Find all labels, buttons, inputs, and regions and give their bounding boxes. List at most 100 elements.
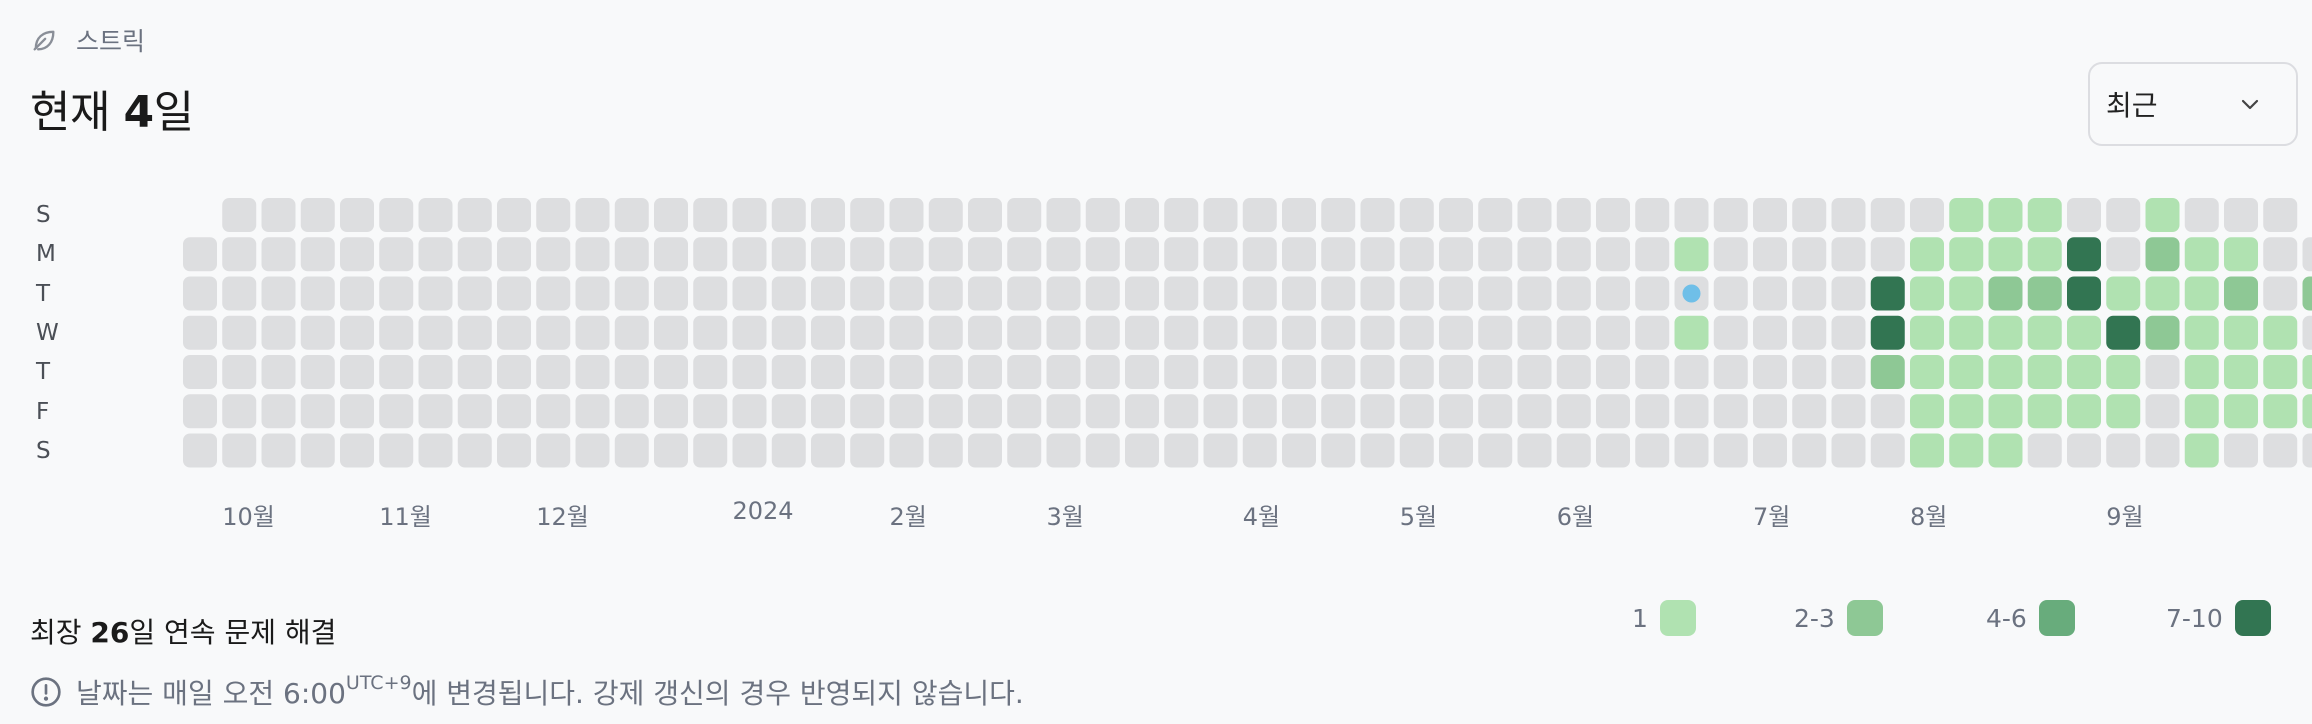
streak-cell[interactable] bbox=[1674, 276, 1709, 311]
streak-cell[interactable] bbox=[732, 433, 767, 468]
streak-cell[interactable] bbox=[850, 315, 885, 350]
streak-cell[interactable] bbox=[1596, 237, 1630, 272]
streak-cell[interactable] bbox=[1046, 433, 1081, 468]
streak-cell[interactable] bbox=[1870, 355, 1905, 389]
streak-cell[interactable] bbox=[1203, 198, 1238, 232]
streak-cell[interactable] bbox=[261, 237, 296, 272]
streak-cell[interactable] bbox=[732, 315, 767, 350]
streak-cell[interactable] bbox=[1753, 276, 1787, 311]
streak-cell[interactable] bbox=[968, 276, 1002, 311]
streak-cell[interactable] bbox=[1949, 315, 1984, 350]
streak-cell[interactable] bbox=[2027, 237, 2062, 272]
streak-cell[interactable] bbox=[1870, 433, 1905, 468]
streak-cell[interactable] bbox=[575, 355, 610, 389]
streak-cell[interactable] bbox=[1831, 315, 1866, 350]
streak-cell[interactable] bbox=[2302, 315, 2312, 350]
streak-cell[interactable] bbox=[1125, 237, 1159, 272]
streak-cell[interactable] bbox=[1085, 355, 1120, 389]
streak-cell[interactable] bbox=[183, 315, 217, 350]
streak-cell[interactable] bbox=[1949, 237, 1984, 272]
streak-cell[interactable] bbox=[928, 198, 963, 232]
streak-cell[interactable] bbox=[811, 394, 845, 429]
streak-cell[interactable] bbox=[1635, 315, 1670, 350]
streak-cell[interactable] bbox=[1164, 276, 1199, 311]
streak-cell[interactable] bbox=[536, 355, 571, 389]
streak-cell[interactable] bbox=[2067, 315, 2101, 350]
streak-cell[interactable] bbox=[418, 315, 453, 350]
streak-cell[interactable] bbox=[1949, 433, 1984, 468]
streak-cell[interactable] bbox=[1635, 433, 1670, 468]
streak-cell[interactable] bbox=[889, 394, 924, 429]
streak-cell[interactable] bbox=[1988, 394, 2023, 429]
streak-cell[interactable] bbox=[183, 433, 217, 468]
streak-cell[interactable] bbox=[1399, 315, 1434, 350]
streak-cell[interactable] bbox=[1753, 237, 1787, 272]
streak-cell[interactable] bbox=[1556, 237, 1591, 272]
streak-cell[interactable] bbox=[1164, 315, 1199, 350]
streak-cell[interactable] bbox=[693, 315, 728, 350]
streak-cell[interactable] bbox=[261, 276, 296, 311]
streak-cell[interactable] bbox=[1360, 355, 1395, 389]
streak-cell[interactable] bbox=[732, 276, 767, 311]
streak-cell[interactable] bbox=[2067, 237, 2101, 272]
streak-cell[interactable] bbox=[1125, 433, 1159, 468]
streak-cell[interactable] bbox=[1517, 315, 1552, 350]
streak-cell[interactable] bbox=[1792, 276, 1827, 311]
streak-cell[interactable] bbox=[2106, 237, 2141, 272]
streak-cell[interactable] bbox=[850, 237, 885, 272]
streak-cell[interactable] bbox=[379, 394, 414, 429]
streak-cell[interactable] bbox=[1596, 394, 1630, 429]
streak-cell[interactable] bbox=[771, 355, 806, 389]
streak-cell[interactable] bbox=[811, 276, 845, 311]
streak-cell[interactable] bbox=[1556, 394, 1591, 429]
streak-cell[interactable] bbox=[2224, 198, 2258, 232]
streak-cell[interactable] bbox=[1556, 315, 1591, 350]
streak-cell[interactable] bbox=[1360, 276, 1395, 311]
streak-cell[interactable] bbox=[654, 394, 688, 429]
streak-cell[interactable] bbox=[1753, 433, 1787, 468]
streak-cell[interactable] bbox=[968, 433, 1002, 468]
streak-cell[interactable] bbox=[1439, 394, 1473, 429]
streak-cell[interactable] bbox=[536, 315, 571, 350]
streak-cell[interactable] bbox=[1203, 237, 1238, 272]
streak-cell[interactable] bbox=[1870, 394, 1905, 429]
streak-cell[interactable] bbox=[2067, 433, 2101, 468]
streak-cell[interactable] bbox=[340, 355, 374, 389]
streak-cell[interactable] bbox=[1439, 237, 1473, 272]
streak-cell[interactable] bbox=[1439, 276, 1473, 311]
streak-cell[interactable] bbox=[2145, 315, 2180, 350]
streak-cell[interactable] bbox=[1831, 355, 1866, 389]
streak-cell[interactable] bbox=[1085, 276, 1120, 311]
streak-cell[interactable] bbox=[1125, 198, 1159, 232]
streak-cell[interactable] bbox=[300, 394, 335, 429]
streak-cell[interactable] bbox=[1007, 394, 1042, 429]
streak-cell[interactable] bbox=[1792, 433, 1827, 468]
streak-cell[interactable] bbox=[1125, 315, 1159, 350]
streak-cell[interactable] bbox=[1910, 315, 1944, 350]
streak-cell[interactable] bbox=[2263, 315, 2298, 350]
streak-cell[interactable] bbox=[1046, 394, 1081, 429]
streak-cell[interactable] bbox=[1164, 355, 1199, 389]
streak-cell[interactable] bbox=[2184, 315, 2219, 350]
streak-cell[interactable] bbox=[261, 198, 296, 232]
streak-cell[interactable] bbox=[457, 237, 492, 272]
streak-cell[interactable] bbox=[1635, 198, 1670, 232]
streak-cell[interactable] bbox=[2106, 355, 2141, 389]
streak-cell[interactable] bbox=[693, 198, 728, 232]
streak-cell[interactable] bbox=[575, 237, 610, 272]
streak-cell[interactable] bbox=[1282, 237, 1316, 272]
streak-cell[interactable] bbox=[1713, 198, 1748, 232]
streak-cell[interactable] bbox=[1870, 276, 1905, 311]
streak-cell[interactable] bbox=[928, 315, 963, 350]
streak-cell[interactable] bbox=[1046, 198, 1081, 232]
streak-cell[interactable] bbox=[732, 237, 767, 272]
streak-cell[interactable] bbox=[1517, 394, 1552, 429]
streak-cell[interactable] bbox=[811, 433, 845, 468]
streak-cell[interactable] bbox=[889, 433, 924, 468]
streak-cell[interactable] bbox=[771, 394, 806, 429]
streak-cell[interactable] bbox=[1517, 198, 1552, 232]
streak-cell[interactable] bbox=[1478, 276, 1513, 311]
streak-cell[interactable] bbox=[1910, 394, 1944, 429]
streak-cell[interactable] bbox=[1203, 276, 1238, 311]
streak-cell[interactable] bbox=[1478, 315, 1513, 350]
